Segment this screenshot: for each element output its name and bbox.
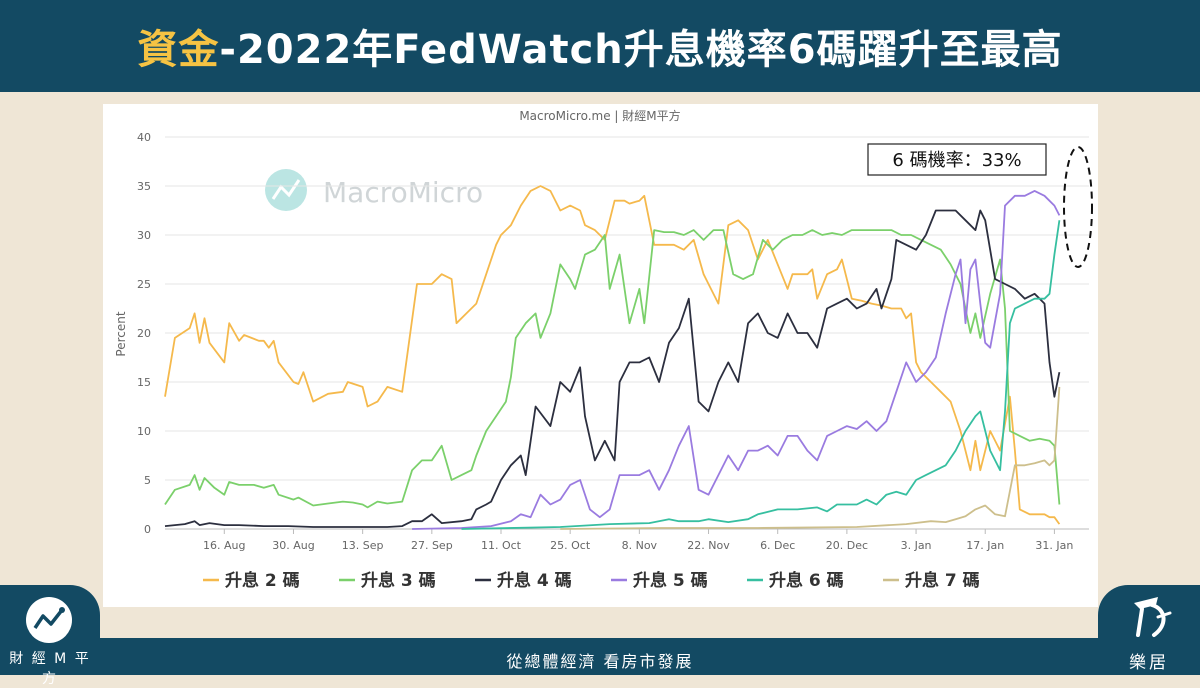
chart-source: MacroMicro.me | 財經M平方 — [519, 108, 680, 123]
series-line-7 — [560, 386, 1061, 530]
y-tick-label: 0 — [144, 523, 151, 536]
legend-item[interactable]: 升息 6 碼 — [769, 570, 844, 591]
x-tick-label: 13. Sep — [342, 539, 384, 552]
y-tick-label: 5 — [144, 474, 151, 487]
y-tick-label: 35 — [137, 180, 151, 193]
series-line-4 — [164, 209, 1061, 528]
y-axis-label: Percent — [114, 311, 128, 356]
y-tick-label: 40 — [137, 131, 151, 144]
footer-slogan: 從總體經濟 看房市發展 — [506, 652, 694, 671]
legend-item[interactable]: 升息 7 碼 — [905, 570, 980, 591]
legend-item[interactable]: 升息 3 碼 — [361, 570, 436, 591]
title-rest: -2022年FedWatch升息機率6碼躍升至最高 — [219, 27, 1063, 73]
y-tick-label: 15 — [137, 376, 151, 389]
x-tick-label: 27. Sep — [411, 539, 453, 552]
line-chart: MacroMicro.me | 財經M平方 MacroMicro 0 5 10 15 2… — [114, 108, 1093, 591]
x-tick-label: 20. Dec — [826, 539, 868, 552]
macromicro-logo-icon — [26, 597, 72, 643]
y-tick-label: 20 — [137, 327, 151, 340]
series-line-2 — [164, 185, 1061, 525]
x-tick-label: 30. Aug — [272, 539, 314, 552]
watermark-logo-icon — [265, 169, 307, 211]
left-logo-text: 財 經 M 平 方 — [9, 651, 91, 687]
x-tick-label: 8. Nov — [622, 539, 658, 552]
y-tick-label: 30 — [137, 229, 151, 242]
x-tick-label: 25. Oct — [550, 539, 591, 552]
page-title: 資金-2022年FedWatch升息機率6碼躍升至最高 — [137, 17, 1062, 75]
brand-logo-right: 樂居 — [1098, 585, 1200, 675]
x-tick-label: 31. Jan — [1035, 539, 1073, 552]
y-tick-label: 25 — [137, 278, 151, 291]
x-tick-label: 11. Oct — [481, 539, 522, 552]
x-tick-label: 3. Jan — [901, 539, 932, 552]
brand-logo-left: 財 經 M 平 方 — [0, 585, 100, 687]
legend-item[interactable]: 升息 2 碼 — [225, 570, 300, 591]
watermark-logo-line — [271, 179, 301, 200]
annotation-rect — [867, 143, 1047, 176]
series-line-3 — [164, 229, 1061, 509]
header-banner: 資金-2022年FedWatch升息機率6碼躍升至最高 — [0, 0, 1200, 92]
legend-item[interactable]: 升息 5 碼 — [633, 570, 708, 591]
right-logo-text: 樂居 — [1129, 653, 1169, 673]
x-tick-label: 22. Nov — [687, 539, 730, 552]
leju-logo-icon — [1134, 597, 1172, 637]
highlight-ellipse — [1063, 146, 1093, 268]
title-highlight: 資金 — [137, 27, 220, 73]
watermark: MacroMicro — [265, 169, 483, 211]
series-line-6 — [461, 220, 1061, 530]
y-tick-label: 10 — [137, 425, 151, 438]
annotation-text: 6 碼機率：33% — [892, 150, 1021, 171]
annotation-box: 6 碼機率：33% — [867, 143, 1047, 176]
x-tick-label: 6. Dec — [760, 539, 795, 552]
footer-bar — [0, 638, 1200, 675]
watermark-text: MacroMicro — [323, 176, 483, 209]
series-line-5 — [412, 190, 1061, 530]
chart-panel: MacroMicro.me | 財經M平方 MacroMicro 0 5 10 15 2… — [103, 104, 1098, 607]
legend-item[interactable]: 升息 4 碼 — [497, 570, 572, 591]
x-tick-label: 17. Jan — [966, 539, 1004, 552]
x-tick-label: 16. Aug — [203, 539, 245, 552]
